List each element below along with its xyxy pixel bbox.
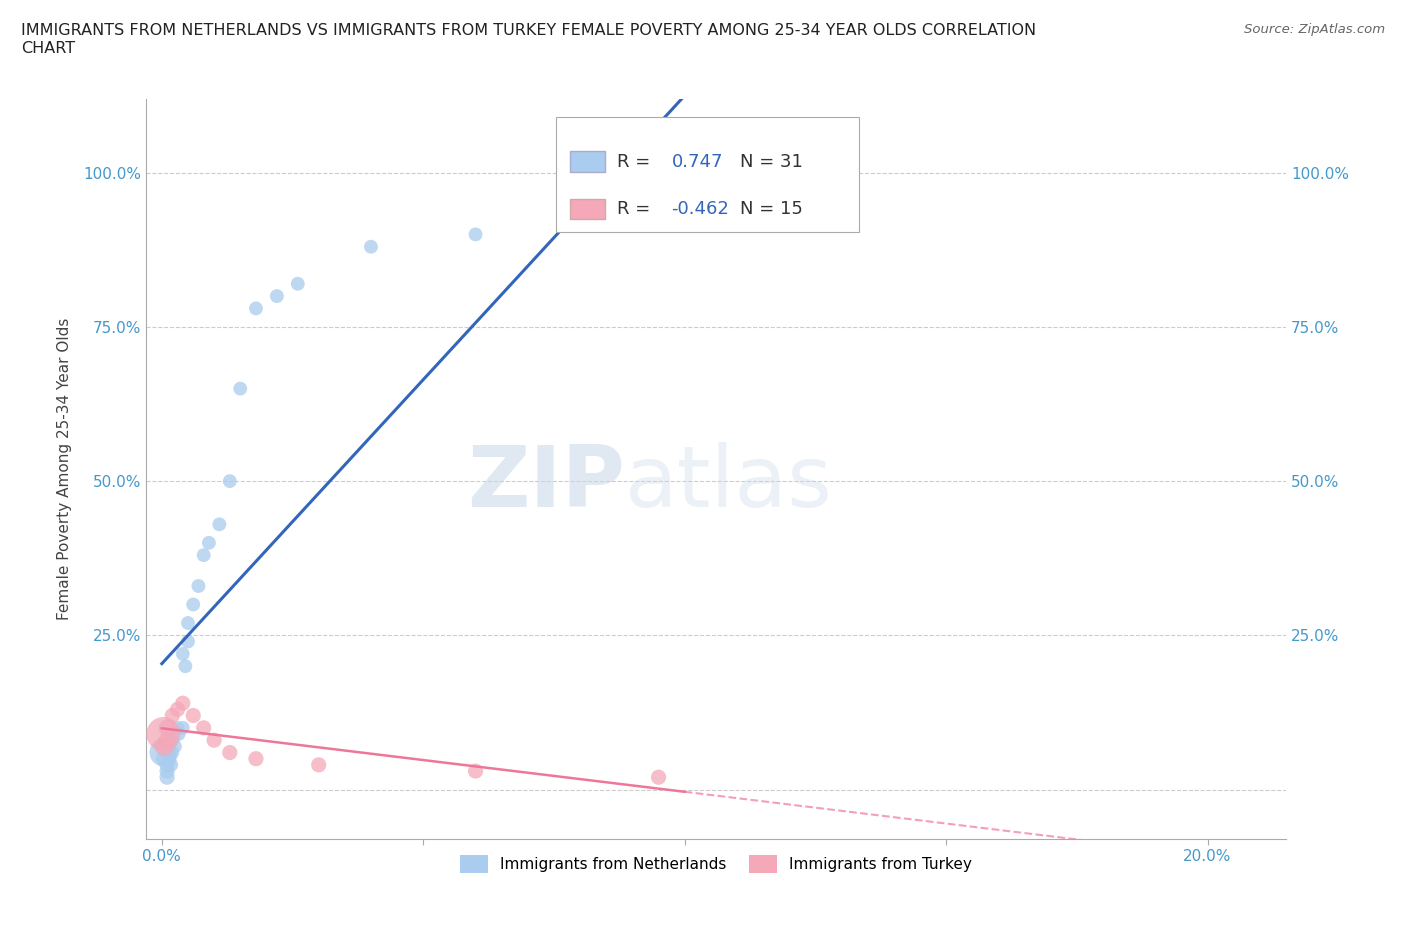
Point (181, 708, 204, 723)
Point (167, 726, 190, 741)
Point (187, 578, 209, 593)
Bar (571, 152, 605, 172)
Point (162, 733, 184, 748)
Y-axis label: Female Poverty Among 25-34 Year Olds: Female Poverty Among 25-34 Year Olds (58, 318, 72, 620)
Point (193, 721, 215, 736)
Point (152, 726, 174, 741)
Point (308, 757, 330, 772)
Point (156, 733, 179, 748)
Point (464, 227, 486, 242)
Point (208, 517, 231, 532)
Point (229, 381, 252, 396)
Point (202, 733, 225, 748)
Text: 0.747: 0.747 (672, 153, 723, 171)
Point (177, 616, 200, 631)
Point (266, 288, 288, 303)
Point (647, 770, 669, 785)
Point (159, 751, 181, 766)
Text: N = 31: N = 31 (740, 153, 803, 171)
Text: atlas: atlas (624, 442, 832, 525)
Bar (571, 198, 605, 219)
Text: ZIP: ZIP (467, 442, 624, 525)
Point (166, 721, 188, 736)
Text: R =: R = (617, 153, 655, 171)
Point (177, 634, 200, 649)
Point (193, 548, 215, 563)
Point (198, 536, 221, 551)
FancyBboxPatch shape (557, 117, 859, 232)
Point (166, 702, 188, 717)
Point (162, 708, 184, 723)
Point (156, 721, 179, 736)
Point (831, 166, 853, 180)
Text: N = 15: N = 15 (740, 200, 803, 218)
Text: IMMIGRANTS FROM NETHERLANDS VS IMMIGRANTS FROM TURKEY FEMALE POVERTY AMONG 25-34: IMMIGRANTS FROM NETHERLANDS VS IMMIGRANT… (21, 23, 1036, 56)
Point (172, 696, 194, 711)
Point (172, 721, 194, 736)
Point (153, 751, 176, 766)
Point (464, 764, 486, 778)
Point (156, 770, 179, 785)
Point (174, 658, 197, 673)
Point (160, 757, 183, 772)
Point (287, 276, 309, 291)
Text: Source: ZipAtlas.com: Source: ZipAtlas.com (1244, 23, 1385, 36)
Point (218, 745, 240, 760)
Point (152, 745, 174, 760)
Text: -0.462: -0.462 (672, 200, 730, 218)
Point (360, 239, 382, 254)
Point (595, 184, 617, 199)
Point (245, 751, 267, 766)
Point (162, 745, 184, 760)
Point (153, 739, 176, 754)
Point (156, 764, 179, 778)
Point (163, 739, 186, 754)
Text: R =: R = (617, 200, 655, 218)
Legend: Immigrants from Netherlands, Immigrants from Turkey: Immigrants from Netherlands, Immigrants … (454, 848, 979, 880)
Point (218, 473, 240, 488)
Point (245, 301, 267, 316)
Point (181, 597, 204, 612)
Point (156, 757, 179, 772)
Point (172, 646, 194, 661)
